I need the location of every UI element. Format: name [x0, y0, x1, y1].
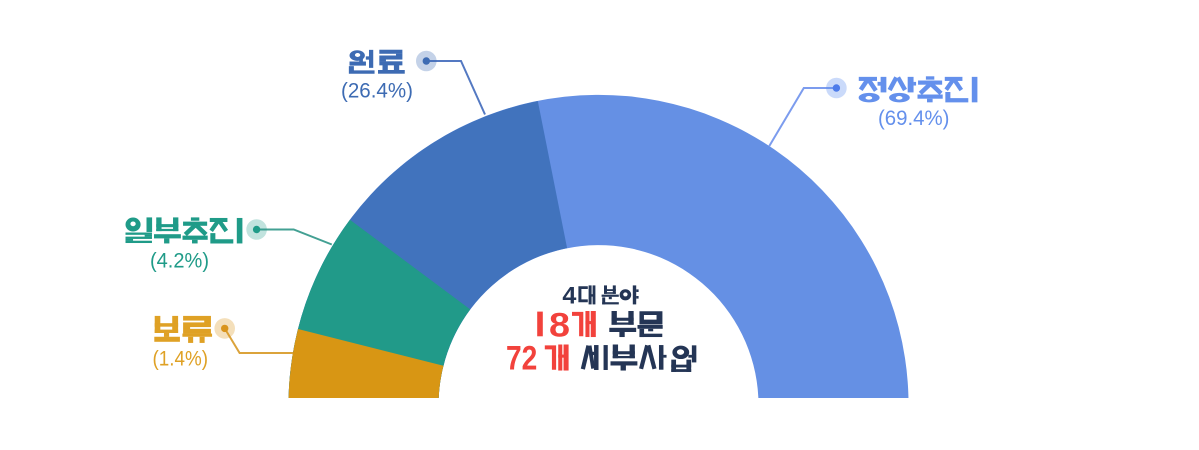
- svg-text:72: 72: [506, 339, 537, 377]
- svg-text:(26.4%): (26.4%): [341, 79, 413, 103]
- svg-text:(4.2%): (4.2%): [150, 249, 209, 273]
- svg-text:4: 4: [562, 283, 577, 310]
- svg-text:8: 8: [549, 306, 570, 344]
- svg-text:(1.4%): (1.4%): [153, 347, 209, 371]
- svg-text:(69.4%): (69.4%): [878, 106, 950, 130]
